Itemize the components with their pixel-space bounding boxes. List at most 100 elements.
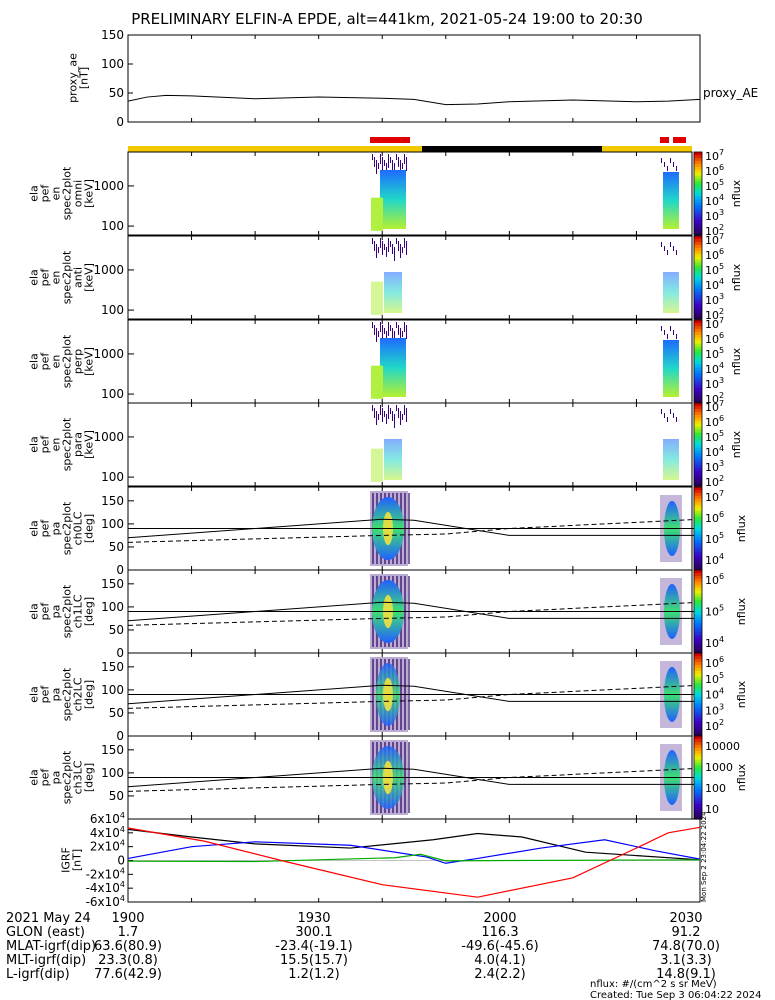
orbit-status-bars [128, 137, 692, 152]
colorbar-tick-label: 106 [705, 331, 724, 346]
noise-mark [400, 244, 401, 258]
colorbar-tick-label: 104 [705, 277, 724, 292]
particle-burst [380, 170, 406, 229]
colorbar-segment [694, 744, 702, 749]
colorbar-segment [694, 328, 702, 333]
footer-value: -49.6(-45.6) [461, 939, 538, 954]
igrf-component-line [127, 853, 701, 863]
colorbar-segment [694, 364, 702, 369]
colorbar-segment [694, 798, 702, 802]
y-tick-label: 150 [101, 494, 124, 508]
footer-value: 63.6(80.9) [94, 939, 162, 954]
colorbar-segment [694, 492, 702, 497]
noise-mark [404, 322, 405, 332]
noise-mark [384, 160, 385, 166]
colorbar-segment [694, 432, 702, 437]
colorbar-tick-label: 103 [705, 292, 724, 307]
y-axis-label-line: [keV] [83, 430, 96, 459]
colorbar-segment [694, 286, 702, 290]
colorbar-segment [694, 283, 702, 287]
colorbar-segment [694, 629, 702, 633]
particle-burst [663, 172, 679, 229]
noise-mark [388, 154, 389, 168]
colorbar-segment [694, 169, 702, 174]
colorbar-segment [694, 403, 702, 407]
noise-mark [661, 409, 662, 414]
noise-mark [404, 238, 405, 248]
noise-mark [402, 247, 403, 253]
colorbar-segment [694, 394, 702, 398]
y-axis-label-line: ela [28, 436, 41, 453]
anti-loss-cone-line [127, 767, 701, 792]
colorbar-segment [694, 196, 702, 201]
noise-mark [374, 408, 375, 418]
colorbar-tick-label: 104 [705, 361, 724, 376]
noise-mark [386, 414, 387, 424]
colorbar [693, 735, 703, 820]
noise-mark [378, 414, 379, 420]
colorbar-segment [694, 438, 702, 443]
noise-mark [372, 154, 373, 160]
noise-mark [667, 417, 668, 422]
y-axis-label-line: en [50, 271, 63, 285]
colorbar-segment [694, 733, 702, 737]
trace-label: proxy_AE [703, 86, 758, 100]
noise-mark [384, 328, 385, 334]
colorbar-segment [694, 441, 702, 446]
y-tick-label: 1000 [93, 430, 124, 444]
noise-mark [388, 238, 389, 252]
colorbar-segment [694, 620, 702, 624]
footer-value: 4.0(4.1) [474, 953, 526, 968]
colorbar-segment [694, 617, 702, 621]
y-tick-label: 100 [101, 517, 124, 531]
colorbar-segment [694, 316, 702, 320]
colorbar-segment [694, 531, 702, 536]
colorbar-segment [694, 495, 702, 500]
colorbar-segment [694, 632, 702, 636]
igrf-component-line [127, 826, 701, 898]
noise-mark [664, 246, 665, 251]
colorbar-segment [694, 468, 702, 472]
colorbar-segment [694, 724, 702, 728]
colorbar-segment [694, 426, 702, 431]
noise-mark [400, 160, 401, 174]
noise-mark [673, 246, 674, 251]
colorbar-segment [694, 747, 702, 752]
y-axis-label-line: para [72, 432, 85, 457]
y-axis-label-line: pef [39, 685, 52, 704]
y-axis-label-line: pef [39, 768, 52, 787]
colorbar-segment [694, 373, 702, 377]
colorbar-segment [694, 301, 702, 305]
colorbar-segment [694, 405, 702, 410]
y-axis-label-line: [deg] [83, 680, 96, 709]
colorbar-tick-label: 107 [705, 399, 724, 414]
colorbar-segment [694, 694, 702, 699]
noise-mark [404, 405, 405, 415]
colorbar-segment [694, 385, 702, 389]
colorbar-segment [694, 727, 702, 731]
colorbar-segment [694, 429, 702, 434]
y-tick-label: 50 [109, 623, 124, 637]
noise-mark [390, 157, 391, 163]
colorbar-segment [694, 199, 702, 203]
colorbar-segment [694, 241, 702, 246]
noise-mark [402, 331, 403, 337]
colorbar-tick-label: 10 [705, 803, 719, 816]
colorbar-segment [694, 250, 702, 255]
colorbar [693, 652, 703, 737]
colorbar-segment [694, 504, 702, 509]
colorbar-segment [694, 807, 702, 811]
footer-table: 2021 May 24 1900 1930 2000 2030 GLON (ea… [6, 811, 762, 1000]
colorbar-segment [694, 667, 702, 672]
y-axis-label-line: pa [50, 688, 63, 702]
colorbar-segment [694, 661, 702, 666]
y-axis-label-line: spec2plot [61, 667, 74, 721]
noise-mark [376, 411, 377, 425]
igrf-component-line [127, 839, 701, 864]
colorbar-segment [694, 361, 702, 366]
colorbar-segment [694, 706, 702, 710]
colorbar-segment [694, 292, 702, 296]
y-axis-label-line: [keV] [83, 179, 96, 208]
colorbar-segment [694, 608, 702, 613]
